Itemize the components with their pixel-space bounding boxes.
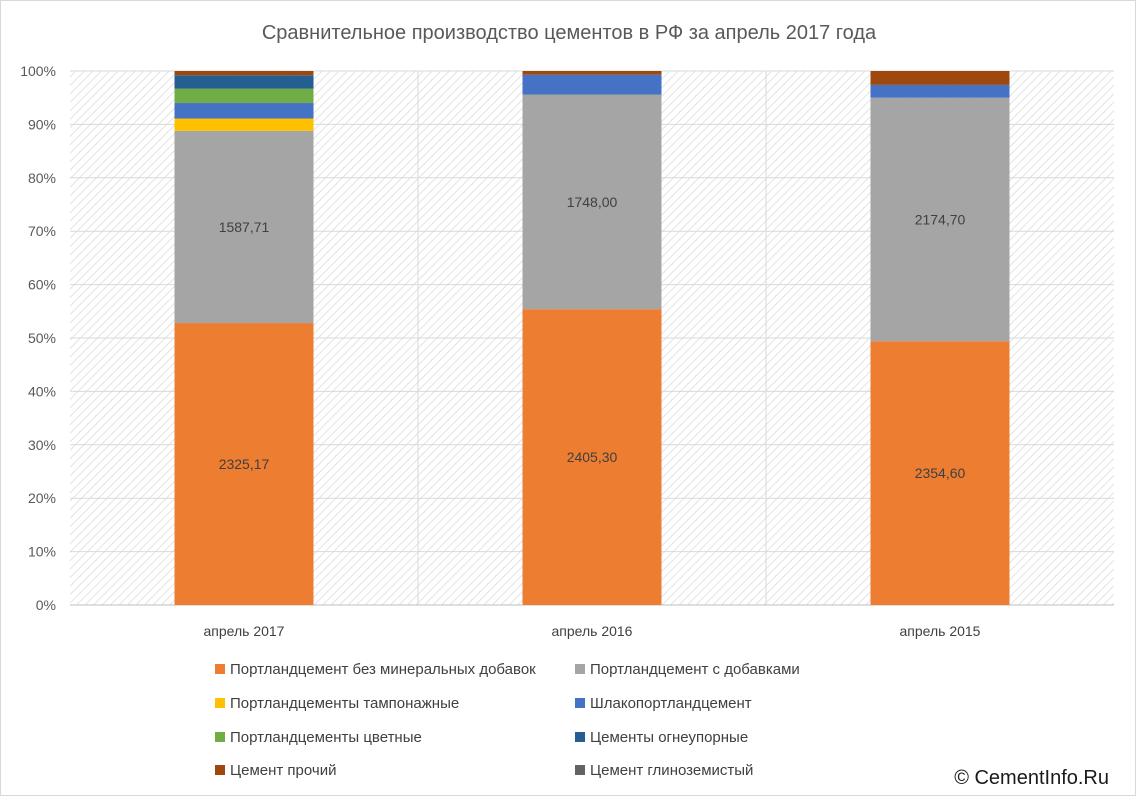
bar-segment bbox=[870, 71, 1010, 85]
legend-label: Цементы огнеупорные bbox=[590, 729, 748, 746]
y-tick-label: 10% bbox=[28, 544, 56, 560]
bar-segment bbox=[174, 103, 314, 119]
data-label: 1748,00 bbox=[567, 194, 618, 210]
bar-segment bbox=[522, 94, 662, 310]
x-category-label: апрель 2017 bbox=[204, 623, 285, 639]
data-label: 1587,71 bbox=[219, 219, 270, 235]
data-label: 2405,30 bbox=[567, 449, 618, 465]
legend-label: Цемент прочий bbox=[230, 762, 336, 779]
bar-segment bbox=[174, 71, 314, 76]
bar-segment bbox=[870, 97, 1010, 342]
legend-swatch bbox=[215, 664, 225, 674]
bar-segment bbox=[870, 84, 1010, 98]
y-axis-ticks: 0% 10% 20% 30% 40% 50% 60% 70% 80% 90% 100% bbox=[20, 63, 56, 613]
legend-label: Портландцементы тампонажные bbox=[230, 695, 459, 712]
y-tick-label: 20% bbox=[28, 490, 56, 506]
legend-label: Цемент глиноземистый bbox=[590, 762, 753, 779]
legend-swatch bbox=[575, 698, 585, 708]
legend-swatch bbox=[215, 765, 225, 775]
y-tick-label: 70% bbox=[28, 223, 56, 239]
bar-segment bbox=[522, 309, 662, 605]
bar-segment bbox=[522, 71, 662, 75]
y-tick-label: 50% bbox=[28, 330, 56, 346]
legend-swatch bbox=[215, 698, 225, 708]
y-tick-label: 90% bbox=[28, 116, 56, 132]
bar-segment bbox=[174, 130, 314, 324]
bars bbox=[174, 71, 1010, 605]
y-tick-label: 60% bbox=[28, 277, 56, 293]
chart-title: Сравнительное производство цементов в РФ… bbox=[262, 22, 877, 44]
x-category-label: апрель 2016 bbox=[552, 623, 633, 639]
bar-segment bbox=[174, 88, 314, 104]
x-axis-categories: апрель 2017 апрель 2016 апрель 2015 bbox=[204, 623, 981, 639]
data-labels: 2325,17 1587,71 2405,30 1748,00 2354,60 2174,… bbox=[219, 194, 966, 481]
watermark: © CementInfo.Ru bbox=[954, 767, 1109, 789]
legend-swatch bbox=[575, 765, 585, 775]
y-tick-label: 0% bbox=[36, 597, 56, 613]
legend-swatch bbox=[575, 664, 585, 674]
y-tick-label: 30% bbox=[28, 437, 56, 453]
bar-segment bbox=[870, 341, 1010, 605]
legend-label: Портландцемент без минеральных добавок bbox=[230, 661, 536, 678]
data-label: 2354,60 bbox=[915, 465, 966, 481]
y-tick-label: 40% bbox=[28, 383, 56, 399]
legend: Портландцемент без минеральных добавок По… bbox=[215, 661, 800, 779]
legend-swatch bbox=[575, 732, 585, 742]
bar-segment bbox=[174, 118, 314, 131]
bar-segment bbox=[522, 74, 662, 95]
data-label: 2325,17 bbox=[219, 456, 270, 472]
legend-swatch bbox=[215, 732, 225, 742]
x-category-label: апрель 2015 bbox=[900, 623, 981, 639]
bar-segment bbox=[174, 75, 314, 89]
y-tick-label: 100% bbox=[20, 63, 56, 79]
data-label: 2174,70 bbox=[915, 211, 966, 227]
bar-segment bbox=[174, 323, 314, 605]
legend-label: Шлакопортландцемент bbox=[590, 695, 752, 712]
legend-label: Портландцемент с добавками bbox=[590, 661, 800, 678]
legend-label: Портландцементы цветные bbox=[230, 729, 422, 746]
y-tick-label: 80% bbox=[28, 170, 56, 186]
